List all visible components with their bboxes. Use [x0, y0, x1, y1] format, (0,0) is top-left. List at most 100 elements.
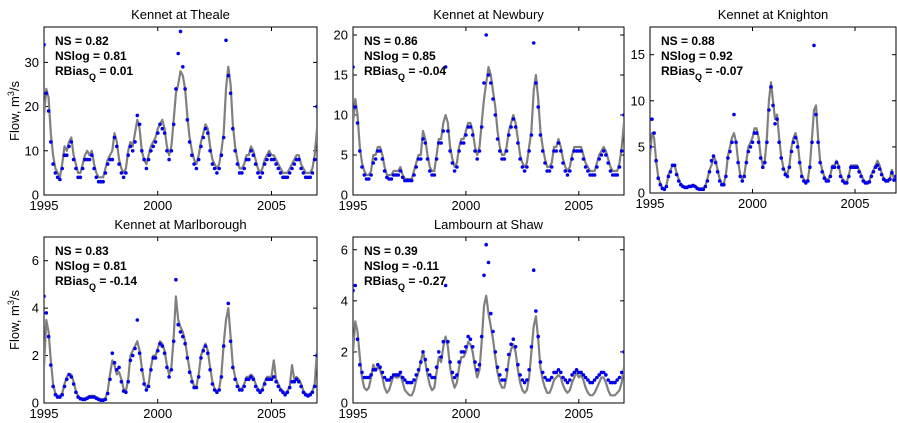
observed-flow-point	[836, 165, 841, 169]
observed-flow-point	[133, 140, 137, 144]
observed-flow-point	[502, 157, 507, 161]
observed-flow-point	[705, 179, 710, 183]
observed-flow-point	[619, 149, 624, 153]
x-tick-label: 2000	[451, 198, 480, 213]
observed-flow-point	[242, 166, 246, 171]
y-tick-label: 0	[32, 188, 39, 203]
observed-flow-point	[574, 368, 579, 372]
observed-flow-point	[789, 149, 794, 154]
observed-flow-point	[117, 365, 121, 370]
observed-flow-point	[793, 135, 798, 140]
observed-flow-point	[112, 360, 117, 365]
y-tick-label: 0	[638, 186, 645, 201]
observed-flow-point	[742, 174, 747, 179]
observed-flow-point	[249, 149, 253, 153]
observed-flow-point	[466, 334, 471, 339]
observed-flow-point	[810, 140, 814, 145]
observed-flow-point	[292, 379, 297, 384]
observed-flow-point	[171, 122, 176, 127]
observed-flow-point	[376, 362, 380, 367]
panel-title: Kennet at Theale	[131, 7, 230, 22]
observed-flow-point	[461, 350, 466, 354]
simulated-flow-line	[353, 294, 624, 397]
observed-flow-point	[126, 379, 130, 384]
x-tick-label: 1995	[339, 406, 368, 421]
panel-3: Kennet at Knighton 1995 2000 2005 0 5 10 15 NS =…	[631, 7, 897, 211]
observed-flow-point	[133, 346, 137, 351]
observed-flow-point	[559, 149, 563, 153]
y-tick-label: 5	[341, 148, 348, 163]
observed-flow-point	[511, 337, 516, 342]
observed-flow-point	[775, 117, 779, 121]
observed-flow-point	[615, 173, 619, 177]
observed-flow-point	[414, 165, 419, 169]
observed-flow-point	[549, 375, 554, 380]
observed-flow-point	[373, 368, 378, 372]
observed-flow-point	[128, 144, 133, 149]
observed-flow-point	[144, 166, 149, 171]
observed-flow-point	[599, 153, 604, 157]
stat-rbias: RBiasQ = -0.14	[55, 274, 137, 292]
observed-flow-point	[734, 140, 738, 145]
observed-flow-point	[650, 117, 654, 121]
observed-flow-point	[299, 384, 303, 389]
observed-flow-point	[400, 175, 405, 180]
observed-flow-point	[140, 149, 144, 153]
observed-flow-point	[160, 344, 165, 348]
data-layer	[44, 29, 317, 184]
observed-flow-point	[382, 169, 387, 173]
observed-flow-point	[260, 171, 265, 175]
observed-flow-point	[101, 179, 105, 184]
observed-flow-point	[493, 113, 498, 117]
stat-rbias: RBiasQ = -0.04	[364, 64, 446, 82]
observed-flow-point	[110, 157, 115, 162]
observed-flow-point	[529, 133, 534, 137]
observed-flow-point	[722, 182, 726, 187]
observed-flow-point	[253, 384, 258, 389]
observed-flow-point	[540, 370, 545, 375]
observed-flow-point	[169, 149, 174, 153]
observed-flow-point	[583, 375, 588, 380]
observed-flow-point	[450, 161, 455, 165]
observed-flow-point	[398, 370, 403, 375]
observed-flow-point	[746, 149, 751, 154]
observed-flow-point	[715, 170, 720, 174]
observed-flow-point	[597, 373, 601, 377]
observed-flow-point	[781, 167, 786, 171]
observed-flow-point	[509, 125, 513, 129]
observed-flow-point	[486, 73, 491, 77]
stat-ns: NS = 0.88	[661, 34, 715, 48]
observed-flow-point	[78, 175, 83, 180]
observed-flow-point	[409, 178, 414, 183]
observed-flow-point	[419, 360, 423, 364]
observed-flow-point	[570, 157, 574, 161]
observed-flow-point	[380, 370, 385, 375]
observed-flow-point	[412, 173, 416, 177]
observed-flow-point	[105, 162, 110, 166]
observed-flow-point	[171, 339, 176, 344]
observed-flow-point	[235, 162, 240, 166]
observed-flow-point	[416, 368, 421, 372]
observed-flow-point	[297, 157, 301, 162]
observed-flow-point	[592, 378, 597, 382]
observed-flow-point	[486, 260, 491, 265]
y-tick-label: 0	[32, 396, 39, 411]
panel-title: Kennet at Knighton	[718, 7, 829, 22]
observed-flow-point	[726, 156, 730, 160]
observed-flow-point	[396, 173, 401, 177]
observed-flow-point	[369, 373, 373, 377]
observed-flow-point	[53, 171, 58, 175]
observed-flow-point	[353, 283, 358, 288]
observed-flow-point	[165, 149, 169, 153]
observed-flow-point	[592, 173, 597, 177]
observed-flow-point	[622, 350, 624, 354]
observed-flow-point	[278, 171, 283, 175]
observed-flow-point	[242, 384, 246, 389]
stat-nslog: NSlog = 0.81	[55, 49, 127, 63]
observed-flow-point	[434, 365, 439, 370]
x-tick-label: 1995	[636, 196, 665, 211]
observed-flow-point	[713, 160, 718, 165]
observed-flow-point	[55, 175, 60, 180]
observed-flow-point	[203, 344, 208, 348]
simulated-flow-line	[44, 65, 317, 179]
